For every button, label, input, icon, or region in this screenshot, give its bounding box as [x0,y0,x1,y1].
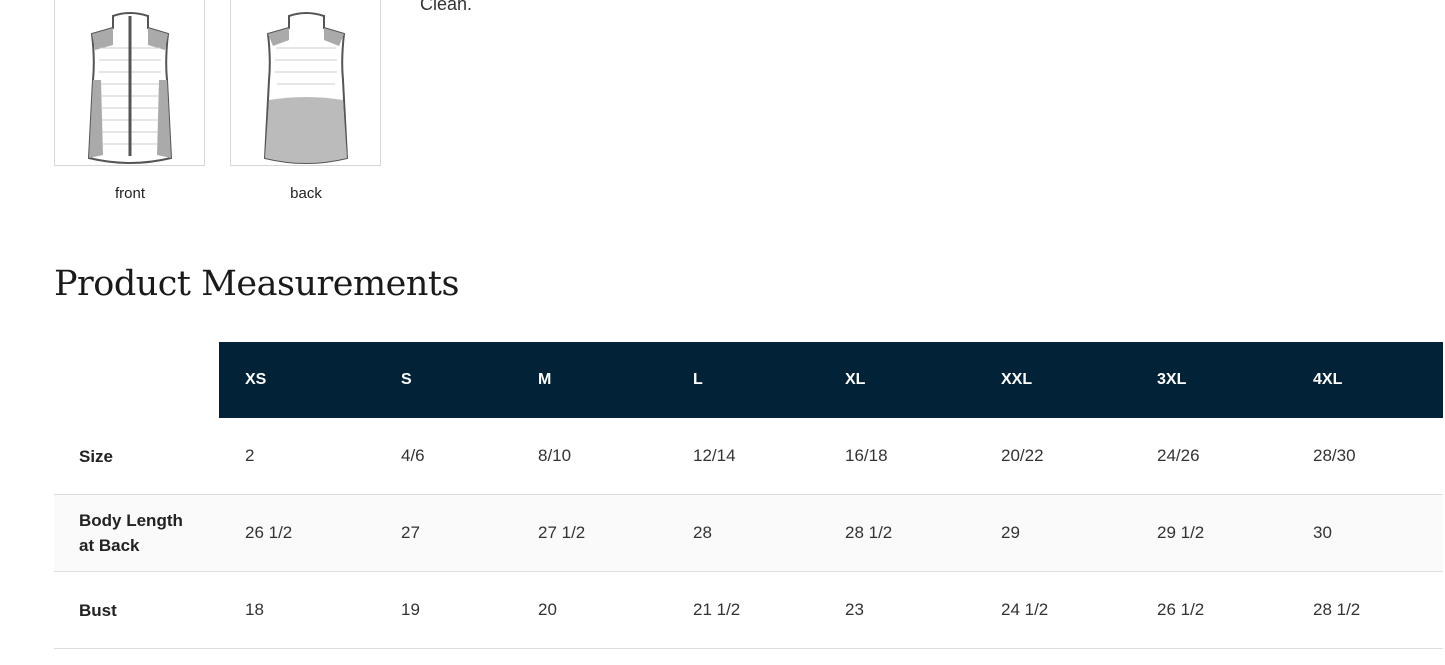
table-cell: 20/22 [975,418,1131,495]
table-cell: 28/30 [1287,418,1443,495]
column-header: M [512,342,667,418]
vest-front-image[interactable] [54,0,205,166]
table-cell: 29 [975,494,1131,572]
table-cell: 4/6 [375,418,512,495]
table-cell: 28 [667,494,819,572]
column-header: XXL [975,342,1131,418]
vest-front-drawing-icon [87,12,173,164]
row-label: Body Length at Back [54,494,219,572]
table-cell: 2 [219,418,375,495]
column-header: XS [219,342,375,418]
column-header: XL [819,342,975,418]
table-cell: 28 1/2 [1287,571,1443,649]
table-cell: 28 1/2 [819,494,975,572]
row-label: Size [54,418,219,495]
table-cell: 29 1/2 [1131,494,1287,572]
table-cell: 19 [375,571,512,649]
vest-back-image[interactable] [230,0,381,166]
table-cell: 30 [1287,494,1443,572]
table-row: Body Length at Back 26 1/2 27 27 1/2 28 28 1/… [54,494,1443,572]
table-cell: 12/14 [667,418,819,495]
header-blank [54,342,219,418]
column-header: L [667,342,819,418]
front-caption: front [114,185,145,202]
description-text: Clean. [420,0,473,14]
column-header: 4XL [1287,342,1443,418]
column-header: 3XL [1131,342,1287,418]
table-cell: 16/18 [819,418,975,495]
back-caption: back [290,185,322,202]
table-cell: 26 1/2 [219,494,375,572]
header-row: XS S M L XL XXL 3XL 4XL [54,342,1443,418]
table-cell: 27 1/2 [512,494,667,572]
table-cell: 20 [512,571,667,649]
table-cell: 24 1/2 [975,571,1131,649]
measurements-table: XS S M L XL XXL 3XL 4XL Size 2 4/6 8/10 12/1… [54,342,1443,649]
table-cell: 8/10 [512,418,667,495]
row-label: Bust [54,571,219,649]
section-title: Product Measurements [54,264,459,304]
column-header: S [375,342,512,418]
table-row: Size 2 4/6 8/10 12/14 16/18 20/22 24/26 28/30 [54,418,1443,495]
vest-back-drawing-icon [263,12,349,164]
table-cell: 21 1/2 [667,571,819,649]
table-row: Bust 18 19 20 21 1/2 23 24 1/2 26 1/2 28 1/2 [54,571,1443,649]
table-cell: 27 [375,494,512,572]
table-cell: 18 [219,571,375,649]
table-cell: 26 1/2 [1131,571,1287,649]
table-cell: 23 [819,571,975,649]
table-cell: 24/26 [1131,418,1287,495]
